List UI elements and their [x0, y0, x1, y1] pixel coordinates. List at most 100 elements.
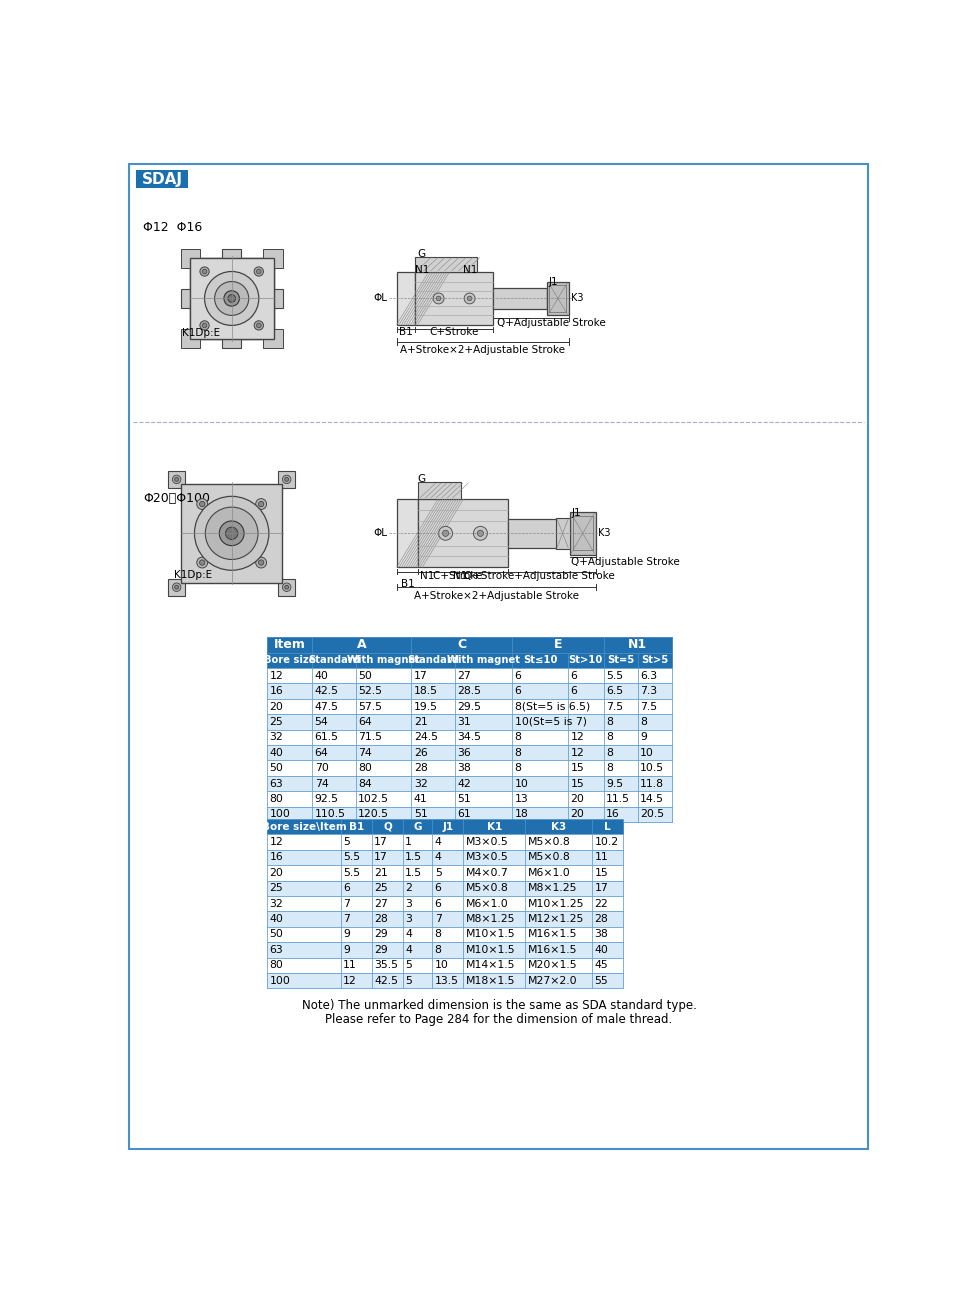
Text: 1.5: 1.5: [406, 853, 422, 862]
Text: 9.5: 9.5: [606, 779, 623, 789]
Bar: [568, 806, 603, 822]
Bar: [603, 668, 637, 684]
Text: 8: 8: [606, 747, 613, 758]
Text: Standard: Standard: [407, 655, 459, 666]
Text: 5: 5: [343, 837, 350, 848]
Text: Q+Adjustable Stroke: Q+Adjustable Stroke: [571, 556, 680, 567]
Text: A: A: [357, 638, 367, 651]
Text: Q+Stroke+Adjustable Stroke: Q+Stroke+Adjustable Stroke: [464, 572, 615, 581]
Text: N1: N1: [420, 572, 434, 581]
Bar: [278, 578, 295, 595]
Bar: [356, 714, 412, 729]
Circle shape: [474, 526, 487, 541]
Bar: [568, 668, 603, 684]
Bar: [181, 248, 199, 268]
Bar: [637, 776, 672, 792]
Text: 6.3: 6.3: [640, 671, 657, 681]
Text: N1: N1: [463, 265, 478, 276]
Bar: [341, 942, 372, 958]
Bar: [190, 257, 273, 339]
Bar: [603, 637, 672, 653]
Bar: [463, 850, 525, 866]
Circle shape: [478, 530, 484, 537]
Text: ΦL: ΦL: [374, 528, 387, 538]
Bar: [512, 745, 568, 760]
Text: 38: 38: [457, 763, 471, 773]
Bar: [341, 880, 372, 896]
Text: J1: J1: [549, 277, 559, 286]
Bar: [341, 835, 372, 850]
Bar: [268, 653, 312, 668]
Text: 50: 50: [270, 930, 283, 940]
Circle shape: [439, 526, 452, 541]
Bar: [592, 819, 623, 835]
Bar: [432, 942, 463, 958]
Text: 6: 6: [435, 883, 442, 893]
Circle shape: [175, 477, 179, 481]
Bar: [223, 248, 241, 257]
Text: M10×1.5: M10×1.5: [466, 945, 516, 956]
Text: 80: 80: [358, 763, 372, 773]
Circle shape: [256, 558, 267, 568]
Bar: [454, 792, 512, 806]
Text: 100: 100: [270, 976, 291, 985]
Text: 47.5: 47.5: [314, 702, 339, 711]
Bar: [312, 776, 356, 792]
Bar: [432, 972, 463, 988]
Bar: [525, 942, 592, 958]
Text: J1: J1: [443, 822, 453, 832]
Bar: [592, 927, 623, 942]
Bar: [268, 684, 672, 699]
Text: ΦL: ΦL: [374, 294, 387, 303]
Bar: [372, 896, 403, 911]
Bar: [268, 819, 623, 835]
Bar: [454, 776, 512, 792]
Circle shape: [254, 321, 264, 330]
Bar: [637, 792, 672, 806]
Text: M14×1.5: M14×1.5: [466, 961, 516, 970]
Text: 17: 17: [414, 671, 427, 681]
Text: 80: 80: [270, 794, 283, 803]
Text: 17: 17: [375, 837, 388, 848]
Bar: [463, 896, 525, 911]
Text: 27: 27: [375, 898, 388, 909]
Text: 12: 12: [270, 671, 283, 681]
Text: 12: 12: [270, 837, 283, 848]
Bar: [356, 699, 412, 714]
Bar: [312, 792, 356, 806]
Circle shape: [464, 292, 475, 304]
Bar: [432, 850, 463, 866]
Text: Bore size\Item: Bore size\Item: [262, 822, 346, 832]
Text: 64: 64: [358, 718, 372, 727]
Bar: [512, 792, 568, 806]
Bar: [268, 819, 341, 835]
Bar: [603, 699, 637, 714]
Text: St>10: St>10: [569, 655, 603, 666]
Text: 6: 6: [570, 671, 577, 681]
Bar: [412, 776, 454, 792]
Text: 80: 80: [270, 961, 283, 970]
Bar: [268, 776, 312, 792]
Bar: [372, 958, 403, 972]
Text: C+Stroke: C+Stroke: [429, 328, 479, 337]
Circle shape: [256, 499, 267, 510]
Text: 100: 100: [270, 810, 291, 819]
Text: 10.5: 10.5: [640, 763, 665, 773]
Text: K1: K1: [486, 822, 502, 832]
Bar: [573, 516, 593, 550]
Bar: [397, 499, 418, 567]
Text: 64: 64: [314, 747, 328, 758]
Text: 5: 5: [435, 868, 442, 878]
Bar: [312, 699, 356, 714]
Text: 17: 17: [375, 853, 388, 862]
Bar: [637, 745, 672, 760]
Text: 17: 17: [595, 883, 608, 893]
Bar: [603, 729, 637, 745]
Circle shape: [172, 476, 181, 484]
Text: 10: 10: [640, 747, 654, 758]
Text: 120.5: 120.5: [358, 810, 389, 819]
Text: 7: 7: [435, 914, 442, 924]
Text: 32: 32: [414, 779, 427, 789]
Text: Standard: Standard: [307, 655, 360, 666]
Text: 5.5: 5.5: [606, 671, 623, 681]
